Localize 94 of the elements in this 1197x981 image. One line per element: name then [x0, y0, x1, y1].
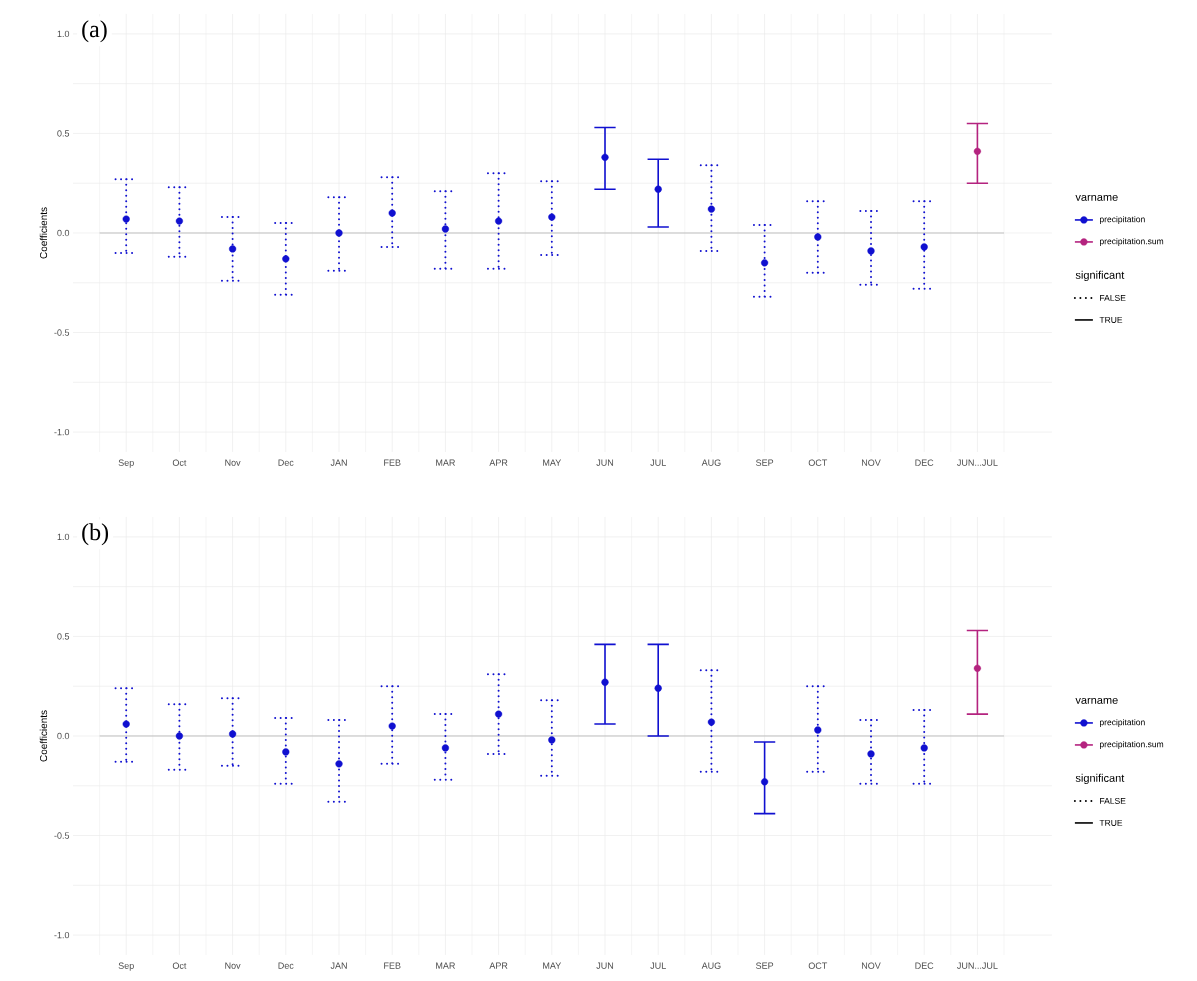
x-tick-label: JUN...JUL	[957, 459, 998, 466]
point	[175, 732, 183, 740]
y-tick-label: 0.0	[57, 732, 70, 740]
point	[335, 229, 343, 237]
x-tick-label: DEC	[915, 962, 934, 969]
point	[441, 744, 450, 752]
legend-label: precipitation.sum	[1099, 237, 1164, 246]
point	[761, 259, 769, 267]
x-tick-label: FEB	[384, 962, 401, 969]
point	[495, 217, 503, 225]
point	[601, 153, 609, 161]
point	[867, 247, 875, 255]
x-tick-label: APR	[489, 962, 508, 969]
x-tick-label: MAY	[543, 962, 562, 969]
point	[814, 233, 822, 241]
legend-label: precipitation	[1099, 215, 1145, 224]
y-tick-label: -1.0	[54, 931, 70, 939]
y-tick-label: -0.5	[54, 329, 70, 336]
x-tick-label: NOV	[861, 962, 881, 969]
point	[654, 185, 662, 193]
point	[229, 245, 237, 253]
y-tick-label: 1.0	[57, 533, 70, 541]
point	[548, 213, 556, 221]
point	[601, 678, 609, 686]
point	[654, 684, 662, 692]
point	[920, 744, 928, 752]
y-tick-label: 0.5	[57, 130, 70, 137]
x-tick-label: JUN...JUL	[957, 962, 998, 969]
chart-title: (a)	[82, 20, 107, 43]
text: significant	[1075, 773, 1125, 785]
point	[707, 718, 715, 726]
y-tick-label: -0.5	[54, 832, 70, 839]
point	[122, 215, 130, 223]
point	[388, 209, 396, 217]
legend-title: varname	[1075, 697, 1118, 704]
x-tick-label: JAN	[330, 962, 347, 969]
point	[335, 760, 343, 768]
x-tick-label: AUG	[701, 962, 721, 969]
x-tick-label: AUG	[701, 459, 721, 466]
x-tick-label: MAY	[543, 459, 562, 466]
x-tick-label: NOV	[861, 459, 881, 466]
x-tick-label: Nov	[225, 962, 241, 969]
x-tick-label: Sep	[118, 962, 134, 971]
text: TRUE	[1099, 819, 1123, 826]
y-tick-label: -1.0	[54, 428, 70, 436]
point	[229, 730, 237, 738]
x-tick-label: Sep	[118, 459, 134, 468]
x-tick-label: Oct	[172, 962, 187, 969]
legend-title: varname	[1075, 194, 1118, 201]
point	[548, 736, 556, 744]
point	[388, 722, 396, 730]
text: significant	[1075, 270, 1125, 282]
x-tick-label: Dec	[278, 962, 294, 969]
point	[867, 750, 875, 758]
x-tick-label: MAR	[436, 962, 455, 969]
x-tick-label: JUL	[650, 962, 666, 969]
x-tick-label: Dec	[278, 459, 294, 466]
x-tick-label: OCT	[808, 962, 828, 969]
legend-label: precipitation.sum	[1099, 740, 1164, 749]
x-tick-label: JUN	[596, 459, 614, 466]
x-tick-label: APR	[489, 459, 508, 466]
x-tick-label: SEP	[756, 459, 774, 466]
x-tick-label: Nov	[225, 459, 241, 466]
y-tick-label: 0.5	[57, 633, 70, 640]
x-tick-label: JUN	[596, 962, 614, 969]
point	[441, 225, 450, 233]
point	[920, 243, 928, 251]
chart-title: (b)	[82, 523, 109, 546]
y-axis-title: Coefficients	[39, 710, 48, 762]
x-tick-label: SEP	[756, 962, 774, 969]
x-tick-label: JAN	[330, 459, 347, 466]
x-tick-label: FEB	[384, 459, 401, 466]
text: FALSE	[1100, 294, 1126, 301]
x-tick-label: MAR	[436, 459, 455, 466]
point	[707, 205, 715, 213]
point	[761, 778, 769, 786]
point	[814, 726, 822, 734]
x-tick-label: JUL	[650, 459, 666, 466]
point	[973, 147, 982, 155]
x-tick-label: Oct	[172, 459, 187, 466]
text: TRUE	[1099, 316, 1123, 323]
point	[122, 720, 130, 728]
x-tick-label: DEC	[915, 459, 934, 466]
point	[282, 255, 290, 263]
legend-label: precipitation	[1099, 718, 1145, 727]
y-axis-title: Coefficients	[39, 207, 48, 259]
y-tick-label: 0.0	[57, 229, 70, 237]
y-tick-label: 1.0	[57, 30, 70, 38]
point	[495, 710, 503, 718]
text: FALSE	[1100, 797, 1126, 804]
point	[175, 217, 183, 225]
point	[282, 748, 290, 756]
x-tick-label: OCT	[808, 459, 828, 466]
point	[973, 664, 982, 672]
